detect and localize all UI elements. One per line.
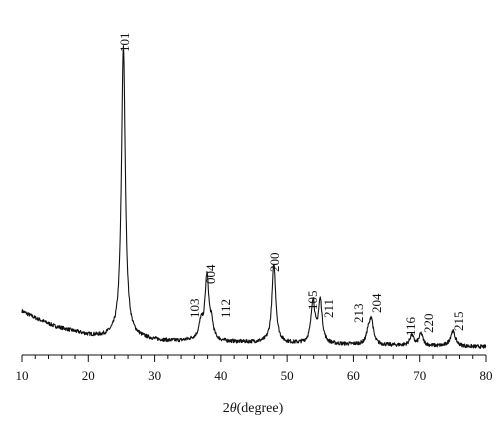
x-tick-label: 10 (16, 368, 29, 383)
peak-label-211: 211 (321, 299, 336, 318)
x-tick-label: 60 (347, 368, 360, 383)
x-tick-label: 30 (148, 368, 161, 383)
plot-area (21, 45, 487, 349)
peak-label-103: 103 (187, 299, 202, 319)
x-tick-label: 80 (480, 368, 493, 383)
x-axis-title-theta: θ (230, 401, 237, 416)
peak-label-116: 116 (403, 316, 418, 336)
x-tick-label: 20 (82, 368, 95, 383)
peak-label-215: 215 (451, 312, 466, 332)
x-tick-label: 40 (214, 368, 227, 383)
peak-label-004: 004 (203, 264, 218, 284)
x-axis-title-prefix: 2 (223, 401, 230, 416)
x-axis-title-suffix: (degree) (237, 401, 284, 416)
peak-label-220: 220 (421, 314, 436, 334)
x-tick-label: 70 (413, 368, 426, 383)
peak-label-105: 105 (305, 291, 320, 311)
peak-label-200: 200 (267, 253, 282, 273)
peak-label-213: 213 (351, 304, 366, 324)
x-axis-ticks: 10 20 30 40 50 60 70 80 (16, 355, 493, 383)
x-tick-label: 50 (281, 368, 294, 383)
peak-label-204: 204 (369, 293, 384, 313)
x-axis-title: 2θ(degree) (223, 401, 284, 416)
peak-label-101: 101 (117, 33, 132, 53)
xrd-trace-line (21, 45, 487, 349)
peak-label-112: 112 (218, 299, 233, 318)
